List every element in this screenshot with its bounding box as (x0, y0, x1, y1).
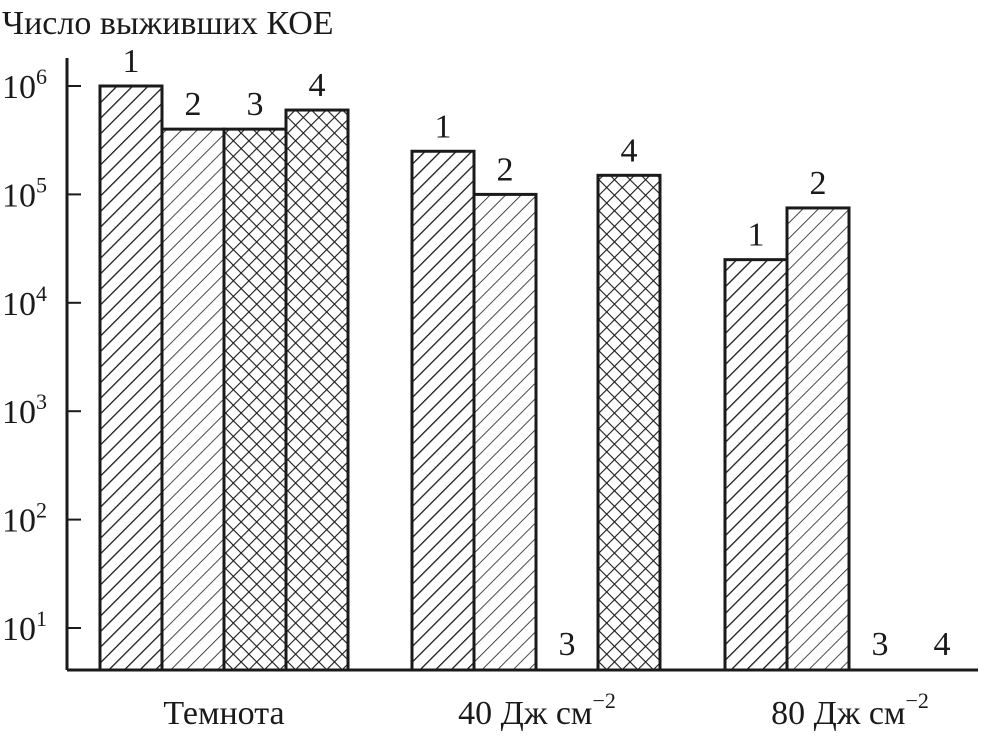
bar-series-1 (98, 84, 164, 672)
y-tick-label: 102 (2, 498, 47, 540)
bar-labels: 1 1 1 2 2 2 3 3 3 4 4 4 (123, 43, 951, 663)
bar-number-label: 4 (934, 626, 951, 663)
y-ticks: 101 102 103 104 105 106 (2, 64, 81, 648)
bar-number-label: 3 (872, 626, 889, 663)
y-tick-label: 106 (2, 64, 47, 106)
bar-number-label: 4 (309, 67, 326, 104)
category-label: 40 Дж см−2 (458, 688, 616, 732)
bar-number-label: 1 (123, 43, 140, 80)
bar-number-label: 2 (185, 86, 202, 123)
y-tick-label: 101 (2, 606, 47, 648)
bar-number-label: 3 (559, 626, 576, 663)
bar-series-1 (410, 149, 476, 672)
y-tick-label: 105 (2, 172, 47, 214)
category-label: 80 Дж см−2 (771, 688, 929, 732)
category-label: Темнота (163, 695, 284, 732)
bar-number-label: 1 (748, 217, 765, 254)
category-labels: Темнота 40 Дж см−2 80 Дж см−2 (163, 688, 928, 732)
bar-number-label: 2 (810, 165, 827, 202)
bars (98, 84, 851, 672)
bar-number-label: 1 (435, 108, 452, 145)
bar-series-3 (222, 127, 288, 672)
bar-series-2 (472, 192, 538, 672)
bar-series-1 (723, 258, 789, 672)
y-axis-title: Число выживших КОЕ (2, 5, 334, 42)
bar-series-2 (785, 206, 851, 672)
bar-series-4 (284, 108, 350, 672)
bar-series-4 (596, 173, 662, 672)
bar-number-label: 4 (621, 132, 638, 169)
bar-number-label: 3 (247, 86, 264, 123)
bar-series-2 (160, 127, 226, 672)
y-tick-label: 104 (2, 281, 47, 323)
y-tick-label: 103 (2, 389, 47, 431)
bar-number-label: 2 (497, 151, 514, 188)
